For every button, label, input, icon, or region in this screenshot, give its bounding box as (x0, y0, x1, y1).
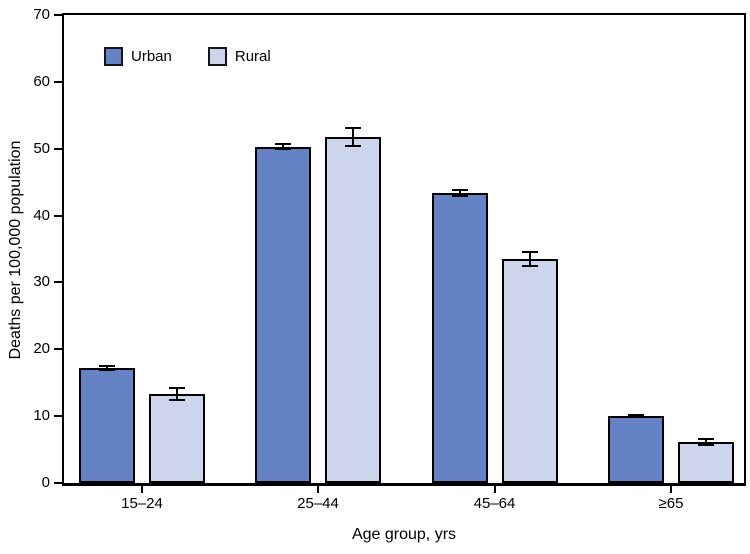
y-tick-10 (54, 415, 62, 418)
x-tick-65 (670, 486, 672, 493)
y-tick-20 (54, 348, 62, 351)
y-tick-60 (54, 80, 62, 83)
error-stem (352, 127, 354, 148)
y-tick-label-50: 50 (33, 139, 50, 157)
y-tick-0 (54, 482, 62, 484)
error-stem (106, 364, 108, 372)
bar-urban-15-24 (79, 368, 135, 483)
y-tick-70 (54, 14, 62, 16)
error-stem (705, 437, 707, 446)
x-tick-label-15-24: 15–24 (121, 495, 163, 512)
x-tick-label-65: ≥65 (658, 495, 684, 512)
y-tick-label-60: 60 (33, 72, 50, 90)
error-bar-urban-15-24 (99, 364, 115, 372)
bar-urban-45-64 (431, 193, 488, 483)
y-tick-label-0: 0 (41, 474, 50, 491)
x-tick-label-25-44: 25–44 (297, 495, 339, 512)
error-bar-rural-25-44 (345, 127, 361, 148)
y-tick-label-20: 20 (33, 340, 50, 358)
bar-rural-15-24 (149, 394, 205, 483)
y-tick-40 (54, 214, 62, 217)
error-bar-rural-65 (698, 437, 714, 446)
error-bar-urban-25-44 (275, 143, 291, 151)
bars-layer (64, 15, 744, 483)
y-tick-label-10: 10 (33, 407, 50, 425)
x-tick-25-44 (317, 486, 319, 493)
error-stem (458, 188, 461, 197)
y-tick-50 (54, 147, 62, 150)
plot-area: Urban Rural (62, 13, 746, 486)
x-tick-45-64 (493, 486, 496, 493)
bar-rural-25-44 (325, 137, 381, 483)
error-stem (282, 143, 284, 151)
y-tick-label-70: 70 (33, 6, 50, 23)
legend-swatch-urban (104, 47, 123, 66)
y-tick-label-30: 30 (33, 273, 50, 291)
legend-item-rural: Rural (207, 47, 271, 66)
error-bar-urban-65 (628, 414, 644, 419)
bar-rural-45-64 (501, 259, 558, 483)
error-bar-urban-45-64 (451, 188, 468, 197)
error-stem (176, 387, 178, 401)
legend: Urban Rural (104, 47, 271, 66)
bar-rural-65 (678, 442, 734, 483)
y-tick-label-40: 40 (33, 206, 50, 224)
error-bar-rural-15-24 (169, 387, 185, 401)
y-tick-30 (54, 281, 62, 284)
x-tick-label-45-64: 45–64 (473, 495, 516, 512)
bar-urban-65 (608, 416, 664, 483)
error-stem (635, 414, 637, 419)
legend-label-rural: Rural (234, 48, 271, 65)
error-bar-rural-45-64 (521, 251, 538, 268)
x-axis-title: Age group, yrs (351, 526, 457, 543)
bar-urban-25-44 (255, 147, 311, 483)
legend-label-urban: Urban (131, 48, 172, 65)
error-stem (528, 251, 531, 268)
legend-item-urban: Urban (104, 47, 172, 66)
x-tick-15-24 (141, 486, 143, 493)
legend-swatch-rural (207, 47, 227, 66)
